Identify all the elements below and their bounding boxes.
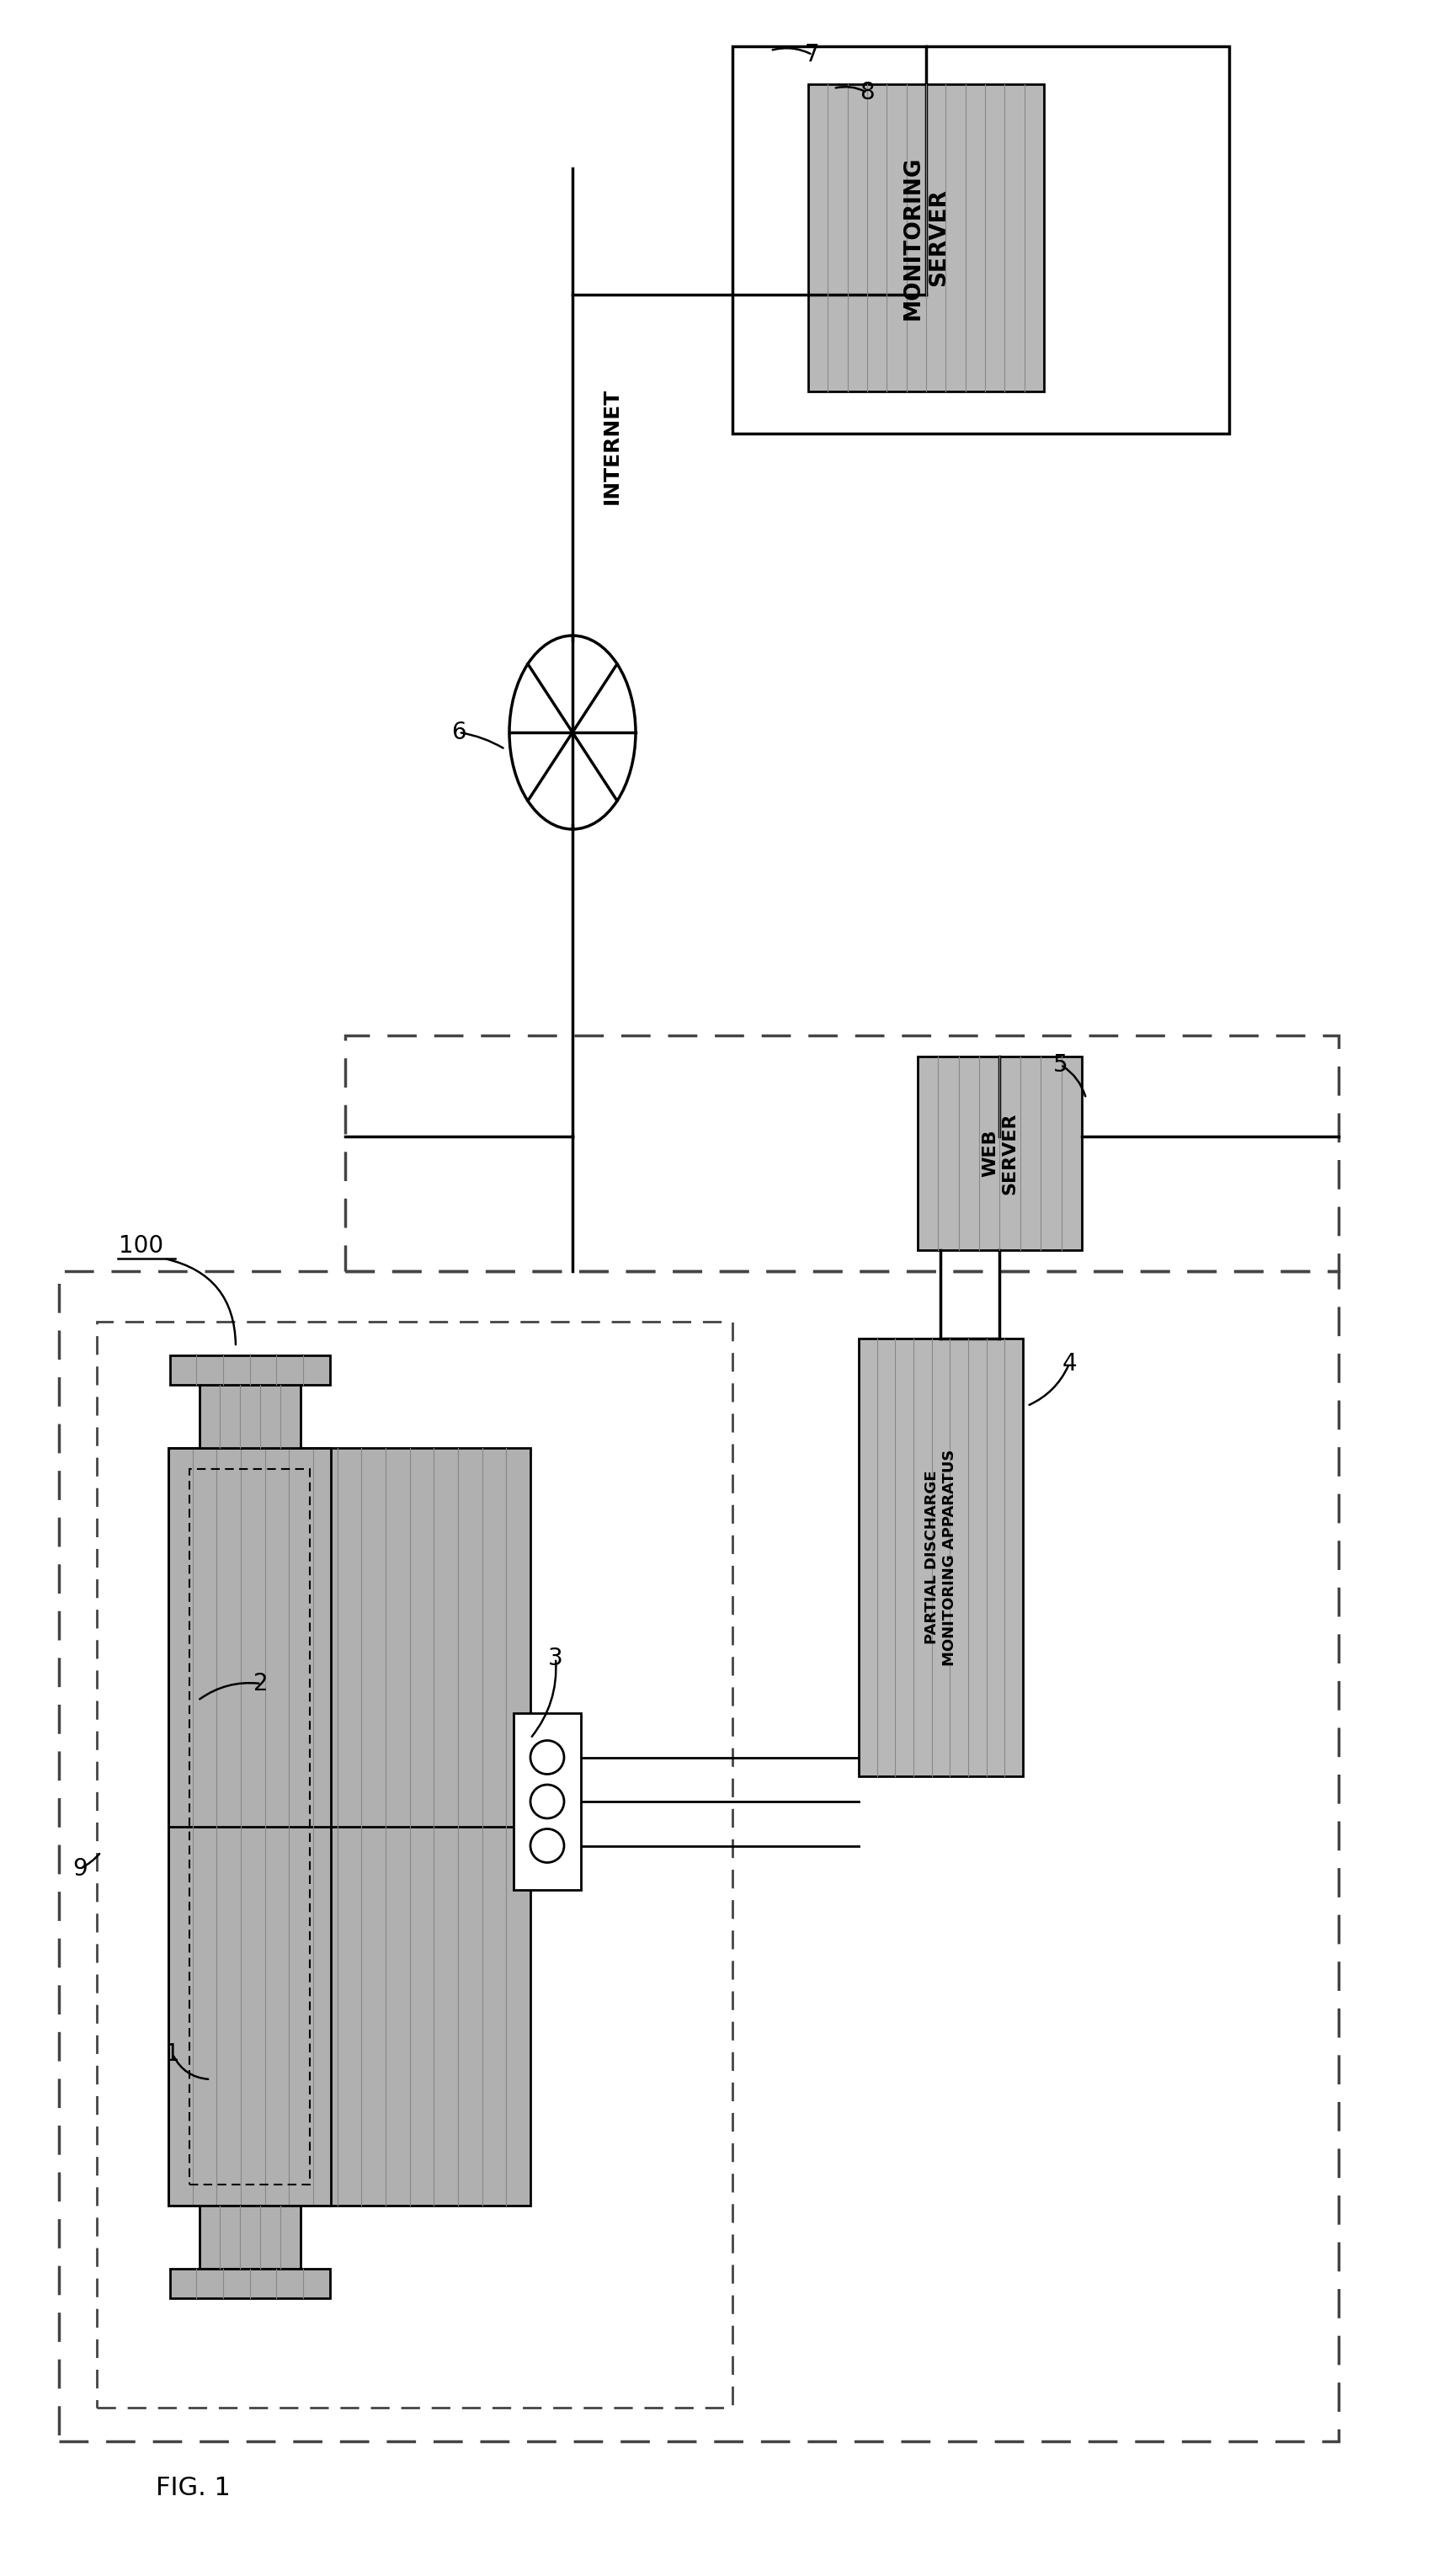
- Text: 9: 9: [72, 1857, 88, 1880]
- Text: 1: 1: [165, 2043, 180, 2066]
- Bar: [514, 1713, 582, 1891]
- Text: 7: 7: [805, 44, 820, 67]
- Text: MONITORING
SERVER: MONITORING SERVER: [902, 157, 949, 319]
- Bar: [189, 1468, 310, 2184]
- Bar: [169, 1448, 332, 2205]
- Bar: [170, 1355, 330, 1386]
- Text: 4: 4: [1062, 1352, 1076, 1376]
- Text: 5: 5: [1053, 1054, 1068, 1077]
- Bar: [97, 1321, 733, 2409]
- Text: FIG. 1: FIG. 1: [156, 2476, 231, 2499]
- Bar: [859, 1340, 1023, 1777]
- Bar: [918, 1056, 1082, 1249]
- Text: 3: 3: [548, 1646, 563, 1669]
- Text: PARTIAL DISCHARGE
MONITORING APPARATUS: PARTIAL DISCHARGE MONITORING APPARATUS: [925, 1450, 957, 1667]
- Bar: [345, 1036, 1339, 1270]
- Text: 100: 100: [120, 1234, 165, 1257]
- Bar: [733, 46, 1229, 433]
- Text: INTERNET: INTERNET: [602, 389, 622, 505]
- Bar: [59, 1270, 1339, 2442]
- Bar: [808, 85, 1043, 392]
- Text: WEB
SERVER: WEB SERVER: [981, 1113, 1017, 1195]
- Text: 8: 8: [860, 80, 874, 106]
- Text: 2: 2: [254, 1672, 268, 1695]
- Bar: [199, 2205, 300, 2269]
- Text: 6: 6: [452, 721, 466, 744]
- Bar: [170, 2269, 330, 2298]
- Bar: [169, 1448, 531, 2205]
- Bar: [199, 1386, 300, 1448]
